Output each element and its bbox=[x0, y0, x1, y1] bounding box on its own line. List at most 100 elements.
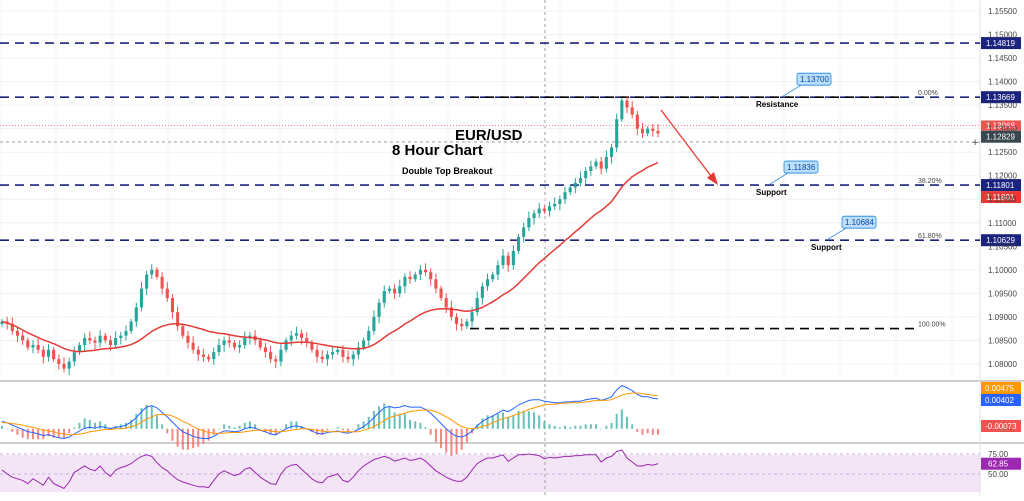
macd-histogram-bar bbox=[455, 428, 458, 455]
candle-body bbox=[336, 349, 340, 353]
rsi-value-label: 62.85 bbox=[988, 460, 1009, 469]
macd-histogram-bar bbox=[176, 428, 179, 447]
price-grid bbox=[0, 0, 980, 378]
candle-body bbox=[408, 276, 412, 280]
candle-body bbox=[26, 340, 30, 348]
candle-body bbox=[212, 352, 216, 360]
fib-label: 0.00% bbox=[918, 90, 938, 97]
ma-price-badge bbox=[981, 191, 1021, 204]
candle-body bbox=[72, 352, 76, 362]
macd-histogram-bar bbox=[460, 428, 463, 450]
candle-body bbox=[620, 100, 624, 120]
candle-body bbox=[10, 323, 14, 331]
macd-value-label: 0.00475 bbox=[985, 384, 1014, 393]
candle-body bbox=[480, 286, 484, 299]
macd-histogram-bar bbox=[16, 428, 19, 435]
macd-histogram-bar bbox=[310, 428, 313, 432]
candle-body bbox=[119, 335, 123, 339]
candle-body bbox=[455, 316, 459, 324]
macd-histogram-bar bbox=[254, 424, 257, 429]
rsi-tick-label: 75.00 bbox=[988, 450, 1009, 459]
macd-histogram-bar bbox=[465, 428, 468, 443]
macd-histogram-bar bbox=[357, 424, 360, 429]
candle-body bbox=[274, 359, 278, 362]
price-tick-label: 1.11500 bbox=[988, 195, 1017, 204]
candle-body bbox=[46, 349, 51, 357]
last-price-badge bbox=[981, 120, 1021, 131]
macd-histogram-bar bbox=[636, 428, 639, 432]
candle-body bbox=[356, 347, 360, 355]
macd-value-badge bbox=[981, 382, 1021, 394]
candle-body bbox=[635, 114, 639, 129]
candle-body bbox=[191, 342, 195, 350]
rsi-tick-label: 50.00 bbox=[988, 470, 1009, 479]
candle-body bbox=[589, 166, 593, 172]
candle-body bbox=[62, 363, 66, 369]
macd-histogram-bar bbox=[538, 415, 541, 429]
chart-title: EUR/USD bbox=[455, 127, 523, 144]
candle-body bbox=[656, 131, 660, 134]
macd-histogram-bar bbox=[161, 424, 164, 429]
candle-body bbox=[434, 279, 438, 289]
candle-body bbox=[351, 354, 355, 360]
candle-body bbox=[527, 218, 531, 228]
price-tick-label: 1.14000 bbox=[988, 78, 1017, 87]
last-price-label: 1.13068 bbox=[986, 121, 1015, 130]
candle-body bbox=[558, 199, 562, 204]
macd-histogram-bar bbox=[372, 410, 375, 429]
level-note: Support bbox=[811, 243, 842, 252]
macd-histogram-bar bbox=[657, 428, 659, 435]
candle-body bbox=[532, 213, 536, 219]
macd-histogram-bar bbox=[491, 415, 494, 429]
macd-histogram-bar bbox=[600, 428, 603, 430]
candlestick-series bbox=[0, 95, 660, 376]
candle-body bbox=[196, 349, 200, 355]
macd-histogram-bar bbox=[548, 424, 551, 429]
callout-box bbox=[841, 215, 877, 229]
candle-body bbox=[201, 354, 205, 357]
callout-box bbox=[783, 160, 819, 174]
candle-body bbox=[506, 255, 510, 266]
macd-histogram-bar bbox=[290, 421, 293, 429]
macd-pane: 0.00475 0.00402 -0.00073 bbox=[1, 382, 1021, 456]
macd-histogram-bar bbox=[589, 424, 592, 429]
macd-histogram-bar bbox=[73, 427, 76, 429]
macd-histogram-bar bbox=[512, 415, 515, 429]
macd-histogram-bar bbox=[238, 425, 241, 429]
price-tick-label: 1.12500 bbox=[988, 148, 1017, 157]
candle-body bbox=[516, 236, 521, 251]
macd-histogram-bar bbox=[93, 422, 96, 429]
macd-histogram-bar bbox=[553, 425, 556, 429]
callout-label: 1.11836 bbox=[787, 163, 816, 172]
macd-histogram-bar bbox=[522, 410, 525, 429]
candle-body bbox=[232, 342, 236, 348]
candle-body bbox=[341, 349, 345, 357]
macd-histogram-bar bbox=[434, 428, 437, 443]
macd-histogram-bar bbox=[26, 428, 29, 440]
candle-body bbox=[41, 349, 45, 357]
macd-signal-line bbox=[2, 392, 659, 436]
macd-histogram-bar bbox=[610, 422, 613, 429]
candle-body bbox=[238, 345, 242, 348]
candle-body bbox=[393, 288, 397, 294]
callout-label: 1.10684 bbox=[845, 218, 874, 227]
macd-histogram-bar bbox=[409, 419, 412, 429]
level-price-badge bbox=[981, 179, 1021, 192]
candle-body bbox=[98, 335, 102, 343]
macd-histogram-bar bbox=[1, 425, 3, 429]
crosshair-plus-icon[interactable]: + bbox=[972, 137, 978, 149]
price-tick-label: 1.14500 bbox=[988, 54, 1017, 63]
price-tick-label: 1.15000 bbox=[988, 31, 1017, 40]
candle-body bbox=[139, 288, 144, 308]
candle-body bbox=[439, 288, 443, 299]
macd-histogram-bar bbox=[543, 421, 546, 429]
candle-body bbox=[547, 206, 552, 211]
macd-histogram-bar bbox=[517, 410, 520, 429]
macd-histogram-bar bbox=[217, 428, 220, 430]
candle-body bbox=[186, 335, 190, 343]
price-tick-label: 1.10500 bbox=[988, 242, 1017, 251]
candle-body bbox=[542, 208, 546, 211]
macd-histogram-bar bbox=[481, 418, 484, 429]
candle-body bbox=[578, 178, 583, 183]
